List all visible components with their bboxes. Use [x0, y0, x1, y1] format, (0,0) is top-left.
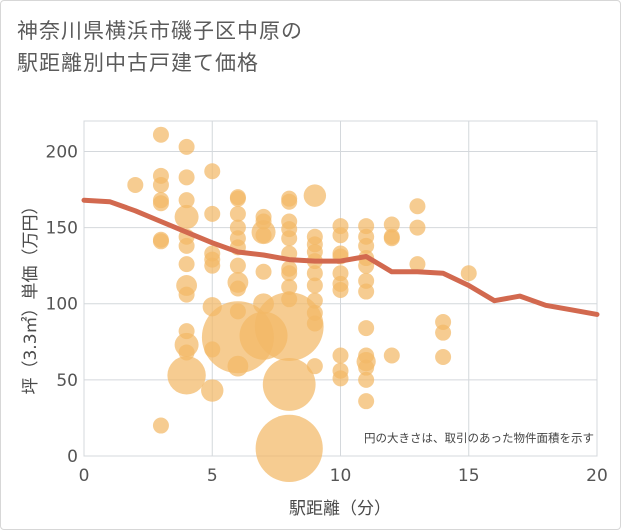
- bubble-point: [178, 256, 195, 273]
- x-axis-title: 駅距離（分）: [289, 499, 391, 519]
- y-tick-label: 50: [56, 371, 78, 391]
- bubble-point: [409, 198, 426, 215]
- bubble-point: [332, 370, 349, 387]
- title-line-2: 駅距離別中古戸建て価格: [17, 51, 259, 75]
- bubble-point: [229, 257, 246, 274]
- bubble-point: [229, 190, 246, 207]
- bubble-point: [127, 176, 144, 193]
- bubble-point: [383, 216, 400, 233]
- bubble-point: [229, 280, 246, 297]
- bubble-point: [358, 283, 375, 300]
- bubble-point: [303, 184, 327, 207]
- bubble-point: [281, 291, 298, 308]
- bubble-point: [174, 204, 199, 229]
- bubble-point: [239, 311, 288, 360]
- bubble-point: [178, 286, 195, 303]
- bubble-point: [306, 315, 323, 332]
- bubble-point: [281, 193, 298, 210]
- bubble-point: [201, 379, 224, 402]
- bubble-point: [306, 358, 323, 375]
- x-tick-label: 10: [330, 466, 352, 486]
- bubble-point: [202, 297, 222, 317]
- bubble-point: [332, 347, 349, 364]
- bubble-point: [227, 355, 249, 377]
- bubble-point: [152, 195, 169, 212]
- bubble-point: [178, 323, 195, 340]
- bubble-point: [358, 359, 375, 376]
- size-note: 円の大きさは、取引のあった物件面積を示す: [364, 431, 594, 445]
- bubble-point: [262, 358, 316, 411]
- bubble-point: [306, 292, 323, 309]
- bubble-point: [152, 233, 169, 250]
- bubble-point: [281, 278, 298, 295]
- bubble-point: [204, 341, 221, 358]
- bubble-point: [358, 320, 375, 337]
- bubble-point: [178, 192, 195, 209]
- bubble-point: [178, 138, 195, 155]
- bubble-point: [358, 371, 375, 388]
- bubble-point: [435, 349, 452, 366]
- bubble-point: [358, 237, 375, 254]
- y-tick-label: 200: [46, 142, 78, 162]
- bubble-point: [435, 324, 452, 341]
- bubble-point: [281, 265, 298, 282]
- bubble-point: [255, 414, 323, 482]
- bubble-point: [229, 303, 246, 320]
- bubble-point: [152, 126, 169, 143]
- bubble-point: [255, 227, 272, 244]
- bubble-point: [306, 277, 323, 294]
- bubble-point: [306, 265, 323, 282]
- bubble-point: [358, 347, 375, 364]
- bubble-point: [204, 257, 221, 274]
- x-tick-label: 0: [79, 466, 90, 486]
- y-tick-label: 100: [46, 295, 78, 315]
- bubble-point: [253, 293, 274, 315]
- bubble-point: [460, 265, 477, 282]
- y-tick-label: 0: [67, 447, 78, 467]
- bubble-point: [409, 256, 426, 273]
- bubble-point: [383, 347, 400, 364]
- bubble-point: [255, 263, 272, 280]
- bubble-point: [229, 205, 246, 222]
- chart-title: 神奈川県横浜市磯子区中原の 駅距離別中古戸建て価格: [17, 15, 303, 79]
- bubble-point: [178, 344, 195, 361]
- y-tick-label: 150: [46, 219, 78, 239]
- bubble-point: [178, 237, 195, 254]
- bubble-point: [281, 230, 298, 247]
- bubble-point: [255, 213, 272, 230]
- x-tick-label: 15: [458, 466, 480, 486]
- bubble-layer: [127, 126, 477, 482]
- bubble-point: [204, 163, 221, 180]
- bubble-point: [204, 205, 221, 222]
- bubble-point: [167, 356, 206, 395]
- bubble-point: [409, 219, 426, 236]
- bubble-point: [152, 176, 169, 193]
- x-tick-label: 5: [207, 466, 218, 486]
- bubble-point: [383, 230, 400, 247]
- trend-line: [81, 197, 600, 317]
- bubble-point: [332, 227, 349, 244]
- bubble-point: [178, 169, 195, 186]
- bubble-point: [358, 393, 375, 410]
- bubble-point: [152, 417, 169, 434]
- bubble-point: [332, 282, 349, 299]
- y-axis-title: 坪（3.3㎡）単価（万円）: [21, 197, 41, 394]
- x-tick-label: 20: [586, 466, 608, 486]
- title-line-1: 神奈川県横浜市磯子区中原の: [17, 19, 303, 43]
